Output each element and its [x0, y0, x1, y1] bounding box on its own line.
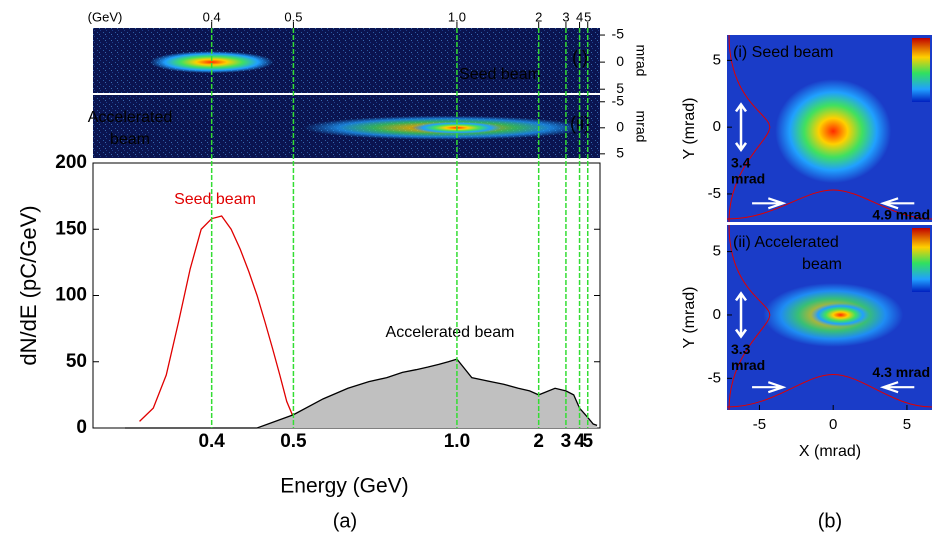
size-label: 4.3 mrad	[872, 364, 930, 380]
image-title: (ii) Accelerated	[733, 234, 839, 251]
size-label: 4.9 mrad	[872, 207, 930, 223]
size-arrow	[734, 291, 748, 339]
size-label: 3.3	[731, 341, 751, 357]
colorbar	[912, 228, 930, 292]
image-title: (i) Seed beam	[733, 44, 834, 61]
image-label: Seed beam	[459, 66, 541, 83]
x-tick-label: 5	[903, 416, 911, 433]
y-tick-label: -5	[612, 26, 625, 42]
y-tick-label: 5	[713, 243, 721, 260]
x-tick-label: 4	[574, 431, 585, 452]
beam-spot	[810, 302, 871, 327]
panel-label: (a)	[333, 510, 357, 532]
image-label: Accelerated	[88, 109, 173, 126]
profile-curve	[728, 224, 771, 411]
x-tick-label: 1.0	[444, 431, 470, 452]
colorbar	[912, 38, 930, 102]
top-tick-label: 2	[535, 9, 542, 24]
x-axis-label: Energy (GeV)	[280, 475, 408, 498]
y-tick-label: 150	[55, 218, 87, 239]
image-label: beam	[110, 131, 150, 148]
size-label: 3.4	[731, 155, 751, 171]
x-axis-label: X (mrad)	[799, 443, 861, 460]
area-fill	[124, 359, 598, 428]
size-arrow	[734, 102, 748, 153]
y-tick-label: -5	[612, 92, 625, 108]
y-tick-label: 5	[713, 51, 721, 68]
y-tick-label: -5	[708, 369, 721, 386]
size-arrow	[752, 381, 915, 394]
x-tick-label: 0.4	[198, 431, 225, 452]
beam-spot	[775, 79, 892, 184]
size-label: mrad	[731, 171, 765, 187]
x-tick-label: 0	[829, 416, 837, 433]
series-label: Seed beam	[174, 191, 256, 208]
top-tick-label: 0.4	[203, 9, 221, 24]
profile-curve	[726, 374, 933, 408]
top-tick-label: 1.0	[448, 9, 466, 24]
y-tick-label: 100	[55, 285, 87, 306]
size-arrow	[752, 197, 915, 210]
y-tick-label: 0	[713, 118, 721, 135]
top-axis-unit: (GeV)	[88, 9, 123, 24]
y-tick-label: -5	[708, 185, 721, 202]
size-label: mrad	[731, 357, 765, 373]
image-title: beam	[802, 256, 842, 273]
y-tick-label: 200	[55, 152, 87, 173]
axis-unit: mrad	[633, 45, 649, 77]
y-axis-label: Y (mrad)	[681, 287, 698, 349]
top-tick-label: 3	[562, 9, 569, 24]
y-tick-label: 50	[66, 351, 87, 372]
beam-spot	[149, 51, 274, 74]
panel-label: (b)	[818, 510, 842, 532]
x-tick-label: 0.5	[280, 431, 307, 452]
top-tick-label: 4	[576, 9, 583, 24]
series-line	[124, 358, 598, 429]
y-axis-label: Y (mrad)	[681, 98, 698, 160]
top-tick-label: 0.5	[284, 9, 302, 24]
series-line	[139, 215, 307, 426]
axis-unit: mrad	[633, 111, 649, 143]
x-tick-label: 2	[533, 431, 544, 452]
y-tick-label: 5	[616, 80, 624, 96]
top-tick-label: 5	[584, 9, 591, 24]
y-tick-label: 5	[616, 145, 624, 161]
y-tick-label: 0	[616, 119, 624, 135]
series-label: Accelerated beam	[386, 324, 515, 341]
x-tick-label: 3	[561, 431, 572, 452]
x-tick-label: 5	[582, 431, 593, 452]
x-tick-label: -5	[753, 416, 766, 433]
profile-curve	[728, 34, 771, 223]
y-tick-label: 0	[76, 417, 87, 438]
y-tick-label: 0	[616, 53, 624, 69]
profile-curve	[726, 189, 933, 220]
y-axis-label: dN/dE (pC/GeV)	[16, 205, 41, 365]
y-tick-label: 0	[713, 306, 721, 323]
